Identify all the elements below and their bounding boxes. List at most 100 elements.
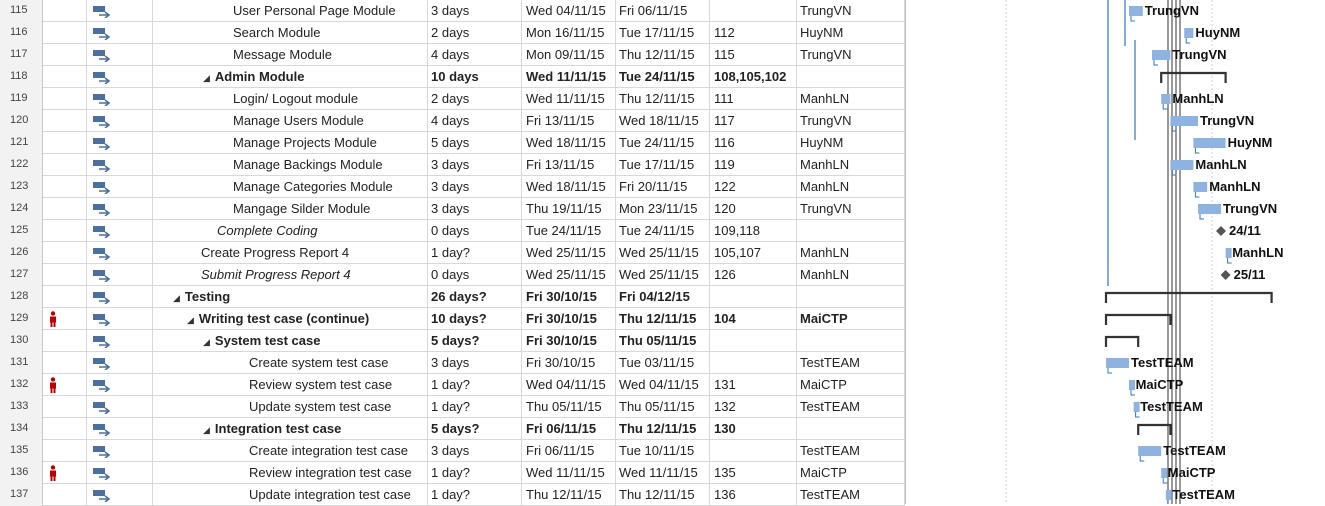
finish-cell[interactable]: Thu 12/11/15 — [616, 484, 710, 506]
duration-cell[interactable]: 5 days — [428, 132, 522, 154]
collapse-triangle-icon[interactable]: ◢ — [203, 73, 210, 83]
finish-cell[interactable]: Fri 06/11/15 — [616, 0, 710, 22]
task-mode-cell[interactable] — [87, 440, 153, 462]
row-id[interactable]: 117 — [0, 44, 43, 66]
resource-cell[interactable]: ManhLN — [797, 264, 905, 286]
start-cell[interactable]: Wed 11/11/15 — [522, 88, 616, 110]
duration-cell[interactable]: 1 day? — [428, 462, 522, 484]
task-name-cell[interactable]: Create system test case — [153, 352, 428, 374]
task-mode-cell[interactable] — [87, 88, 153, 110]
predecessors-cell[interactable]: 117 — [710, 110, 797, 132]
task-name-cell[interactable]: Complete Coding — [153, 220, 428, 242]
task-name-cell[interactable]: Review system test case — [153, 374, 428, 396]
task-name-cell[interactable]: ◢ Testing — [153, 286, 428, 308]
task-row[interactable]: 119 Login/ Logout module 2 days Wed 11/11/1… — [0, 88, 905, 110]
task-name-cell[interactable]: Login/ Logout module — [153, 88, 428, 110]
predecessors-cell[interactable]: 120 — [710, 198, 797, 220]
row-id[interactable]: 121 — [0, 132, 43, 154]
resource-cell[interactable]: HuyNM — [797, 132, 905, 154]
task-name-cell[interactable]: Manage Backings Module — [153, 154, 428, 176]
predecessors-cell[interactable]: 115 — [710, 44, 797, 66]
task-mode-cell[interactable] — [87, 110, 153, 132]
start-cell[interactable]: Fri 30/10/15 — [522, 286, 616, 308]
resource-cell[interactable]: MaiCTP — [797, 308, 905, 330]
finish-cell[interactable]: Tue 03/11/15 — [616, 352, 710, 374]
row-id[interactable]: 120 — [0, 110, 43, 132]
task-mode-cell[interactable] — [87, 286, 153, 308]
predecessors-cell[interactable]: 122 — [710, 176, 797, 198]
predecessors-cell[interactable]: 119 — [710, 154, 797, 176]
task-name-cell[interactable]: User Personal Page Module — [153, 0, 428, 22]
row-id[interactable]: 126 — [0, 242, 43, 264]
task-row[interactable]: 120 Manage Users Module 4 days Fri 13/11/15… — [0, 110, 905, 132]
task-row[interactable]: 135 Create integration test case 3 days Fri… — [0, 440, 905, 462]
finish-cell[interactable]: Wed 18/11/15 — [616, 110, 710, 132]
predecessors-cell[interactable]: 105,107 — [710, 242, 797, 264]
task-name-cell[interactable]: Mangage Silder Module — [153, 198, 428, 220]
resource-cell[interactable]: TestTEAM — [797, 484, 905, 506]
row-id[interactable]: 136 — [0, 462, 43, 484]
resource-cell[interactable]: ManhLN — [797, 176, 905, 198]
row-id[interactable]: 125 — [0, 220, 43, 242]
finish-cell[interactable]: Thu 05/11/15 — [616, 396, 710, 418]
task-mode-cell[interactable] — [87, 44, 153, 66]
row-id[interactable]: 129 — [0, 308, 43, 330]
finish-cell[interactable]: Thu 12/11/15 — [616, 308, 710, 330]
duration-cell[interactable]: 3 days — [428, 352, 522, 374]
finish-cell[interactable]: Wed 04/11/15 — [616, 374, 710, 396]
row-id[interactable]: 132 — [0, 374, 43, 396]
row-id[interactable]: 137 — [0, 484, 43, 506]
start-cell[interactable]: Wed 04/11/15 — [522, 374, 616, 396]
start-cell[interactable]: Fri 06/11/15 — [522, 418, 616, 440]
task-mode-cell[interactable] — [87, 22, 153, 44]
collapse-triangle-icon[interactable]: ◢ — [187, 315, 194, 325]
start-cell[interactable]: Fri 06/11/15 — [522, 440, 616, 462]
duration-cell[interactable]: 3 days — [428, 0, 522, 22]
start-cell[interactable]: Thu 05/11/15 — [522, 396, 616, 418]
task-mode-cell[interactable] — [87, 154, 153, 176]
task-name-cell[interactable]: ◢ Admin Module — [153, 66, 428, 88]
task-mode-cell[interactable] — [87, 66, 153, 88]
predecessors-cell[interactable] — [710, 0, 797, 22]
task-row[interactable]: 121 Manage Projects Module 5 days Wed 18/11… — [0, 132, 905, 154]
row-id[interactable]: 131 — [0, 352, 43, 374]
duration-cell[interactable]: 0 days — [428, 264, 522, 286]
collapse-triangle-icon[interactable]: ◢ — [203, 425, 210, 435]
resource-cell[interactable]: ManhLN — [797, 242, 905, 264]
predecessors-cell[interactable] — [710, 440, 797, 462]
duration-cell[interactable]: 4 days — [428, 44, 522, 66]
start-cell[interactable]: Mon 09/11/15 — [522, 44, 616, 66]
task-row[interactable]: 130 ◢ System test case 5 days? Fri 30/10/15 T… — [0, 330, 905, 352]
start-cell[interactable]: Fri 13/11/15 — [522, 154, 616, 176]
row-id[interactable]: 124 — [0, 198, 43, 220]
row-id[interactable]: 128 — [0, 286, 43, 308]
task-row[interactable]: 136 Review integration test case 1 day? Wed… — [0, 462, 905, 484]
predecessors-cell[interactable]: 135 — [710, 462, 797, 484]
task-name-cell[interactable]: Create integration test case — [153, 440, 428, 462]
row-id[interactable]: 127 — [0, 264, 43, 286]
resource-cell[interactable] — [797, 418, 905, 440]
row-id[interactable]: 135 — [0, 440, 43, 462]
predecessors-cell[interactable]: 126 — [710, 264, 797, 286]
finish-cell[interactable]: Thu 12/11/15 — [616, 88, 710, 110]
duration-cell[interactable]: 1 day? — [428, 484, 522, 506]
resource-cell[interactable]: MaiCTP — [797, 374, 905, 396]
duration-cell[interactable]: 3 days — [428, 440, 522, 462]
task-name-cell[interactable]: Submit Progress Report 4 — [153, 264, 428, 286]
task-name-cell[interactable]: Search Module — [153, 22, 428, 44]
task-name-cell[interactable]: Manage Projects Module — [153, 132, 428, 154]
task-row[interactable]: 133 Update system test case 1 day? Thu 05/1… — [0, 396, 905, 418]
duration-cell[interactable]: 3 days — [428, 176, 522, 198]
resource-cell[interactable] — [797, 66, 905, 88]
task-mode-cell[interactable] — [87, 0, 153, 22]
row-id[interactable]: 118 — [0, 66, 43, 88]
duration-cell[interactable]: 1 day? — [428, 242, 522, 264]
duration-cell[interactable]: 5 days? — [428, 418, 522, 440]
resource-cell[interactable]: MaiCTP — [797, 462, 905, 484]
task-row[interactable]: 117 Message Module 4 days Mon 09/11/15 Thu 1… — [0, 44, 905, 66]
task-name-cell[interactable]: ◢ Writing test case (continue) — [153, 308, 428, 330]
row-id[interactable]: 116 — [0, 22, 43, 44]
predecessors-cell[interactable]: 112 — [710, 22, 797, 44]
finish-cell[interactable]: Thu 12/11/15 — [616, 418, 710, 440]
task-name-cell[interactable]: Review integration test case — [153, 462, 428, 484]
